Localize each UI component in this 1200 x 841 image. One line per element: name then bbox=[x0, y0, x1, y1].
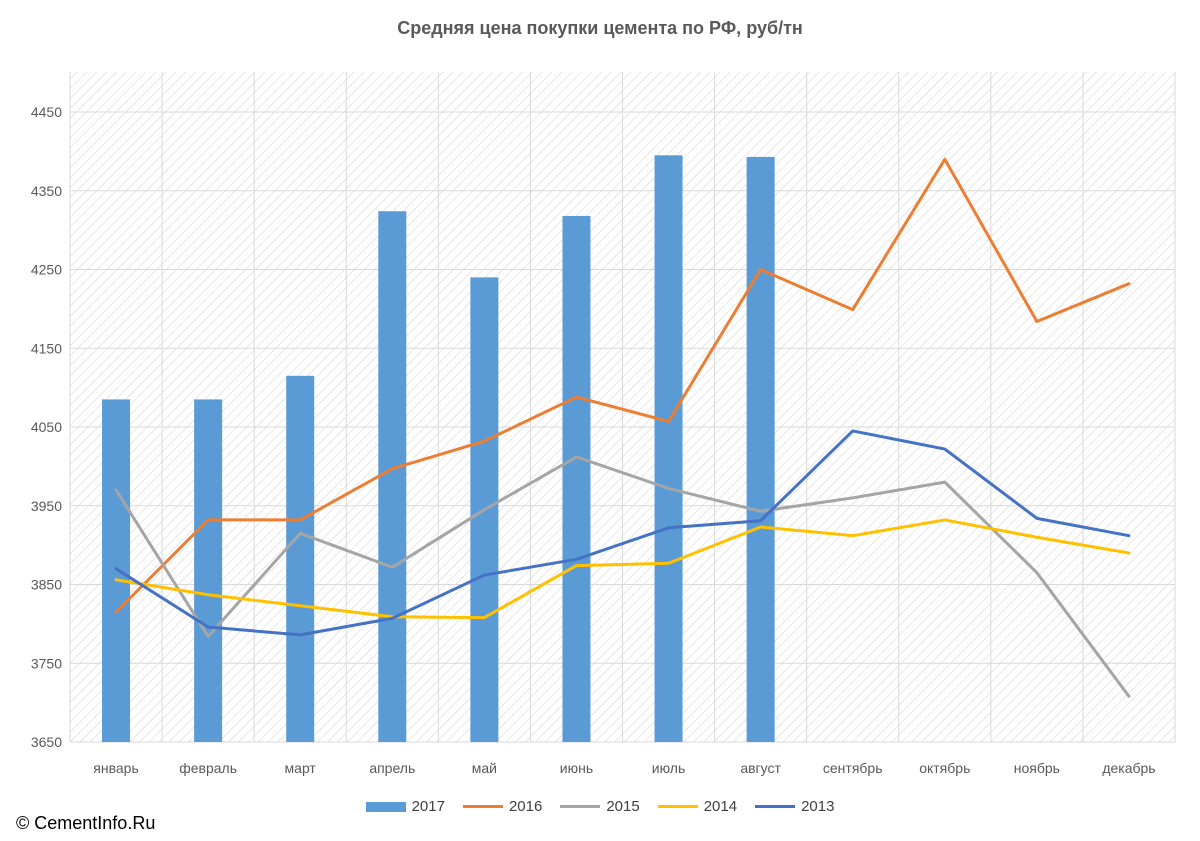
legend-swatch bbox=[462, 805, 503, 808]
legend-item-2013: 2013 bbox=[755, 798, 834, 815]
x-tick-label: июль bbox=[652, 760, 685, 776]
chart-title: Средняя цена покупки цемента по РФ, руб/… bbox=[397, 18, 803, 38]
legend-swatch bbox=[755, 805, 796, 808]
legend-label: 2017 bbox=[411, 798, 445, 815]
bar-2017-март bbox=[286, 375, 315, 742]
y-tick-label: 4250 bbox=[31, 262, 62, 278]
y-tick-label: 3650 bbox=[31, 734, 62, 750]
legend-label: 2016 bbox=[508, 798, 543, 815]
y-tick-label: 4450 bbox=[31, 104, 62, 120]
x-tick-label: сентябрь bbox=[823, 760, 883, 776]
legend-item-2016: 2016 bbox=[462, 798, 543, 815]
x-tick-label: май bbox=[472, 760, 497, 776]
legend-item-2015: 2015 bbox=[560, 798, 640, 815]
legend-swatch bbox=[657, 805, 698, 808]
legend-label: 2015 bbox=[606, 798, 640, 815]
line-series-2014 bbox=[114, 518, 1131, 620]
legend-item-2014: 2014 bbox=[657, 798, 738, 815]
bar-2017-февраль bbox=[194, 399, 223, 742]
x-tick-label: август bbox=[740, 760, 781, 776]
x-tick-label: апрель bbox=[369, 760, 415, 776]
legend-swatch bbox=[560, 805, 601, 808]
x-tick-label: февраль bbox=[179, 760, 237, 776]
bar-2017-январь bbox=[102, 399, 131, 742]
legend-item-2017: 2017 bbox=[365, 798, 445, 815]
x-tick-label: ноябрь bbox=[1014, 760, 1060, 776]
y-tick-label: 4050 bbox=[31, 419, 62, 435]
bar-2017-август bbox=[746, 156, 775, 742]
legend: 2017 2016 2015 2014 2013 bbox=[0, 798, 1200, 815]
y-tick-label: 3850 bbox=[31, 577, 62, 593]
y-tick-label: 4150 bbox=[31, 340, 62, 356]
legend-swatch bbox=[365, 801, 406, 812]
x-tick-label: июнь bbox=[560, 760, 593, 776]
bar-2017-июль bbox=[654, 155, 683, 742]
y-tick-label: 3950 bbox=[31, 498, 62, 514]
y-tick-label: 4350 bbox=[31, 183, 62, 199]
copyright-text: © CementInfo.Ru bbox=[16, 813, 156, 833]
x-tick-label: январь bbox=[93, 760, 138, 776]
x-tick-label: март bbox=[285, 760, 317, 776]
line-series-2013 bbox=[114, 429, 1131, 637]
bar-2017-апрель bbox=[378, 211, 407, 743]
line-series-2015 bbox=[114, 455, 1131, 698]
y-tick-label: 3750 bbox=[31, 655, 62, 671]
x-tick-label: октябрь bbox=[919, 760, 970, 776]
legend-label: 2014 bbox=[703, 798, 738, 815]
x-tick-label: декабрь bbox=[1102, 760, 1155, 776]
legend-label: 2013 bbox=[801, 798, 835, 815]
bar-2017-июнь bbox=[562, 215, 591, 742]
line-series-2016 bbox=[114, 157, 1131, 614]
